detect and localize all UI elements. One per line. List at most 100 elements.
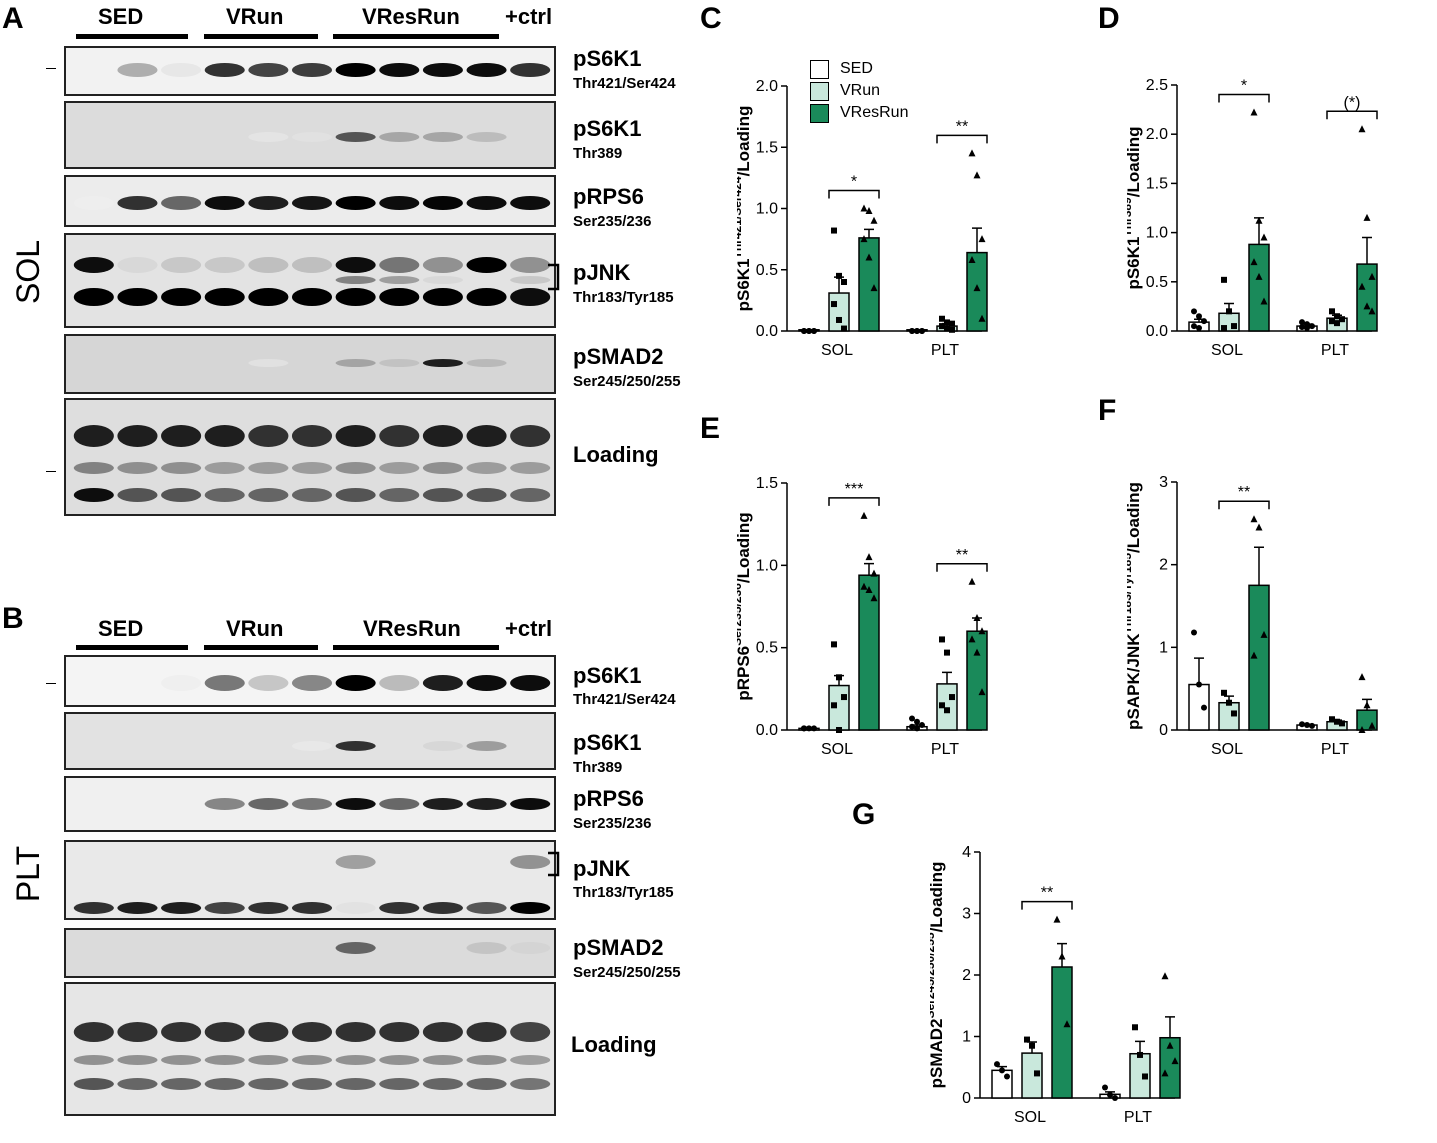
blot-site: Ser245/250/255 [573,373,681,390]
x-tick-label: PLT [1124,1109,1152,1126]
blot-band [466,942,507,954]
data-point [1309,722,1315,729]
data-point [806,725,812,732]
blot-band [466,425,507,447]
significance-bracket [1021,900,1073,910]
data-point [1250,258,1258,266]
blot-image [64,840,556,920]
blot-band [161,196,202,210]
significance-label: ** [956,547,968,564]
data-point [1334,313,1340,320]
marker-tick [46,471,56,472]
blot-band [335,359,376,367]
data-point [949,326,955,333]
data-point [944,325,950,332]
blot-image [64,655,556,707]
y-axis-title: pS6K1Thr389/Loading [1127,126,1143,289]
blot-band [335,425,376,447]
marker-tick [46,683,56,684]
bar-chart-g: 0 1 2 3 4 SOL ** PLT pSMAD2Ser245/250/255/Loadin… [930,844,1181,1126]
data-point [1142,1073,1148,1080]
blot-band [73,1078,114,1090]
blot-band [422,741,463,751]
data-point [1137,1051,1143,1058]
blot-band [117,462,158,474]
data-point [1201,318,1207,325]
blot-band [291,1055,333,1065]
error-bar [1135,1040,1145,1054]
panel-label: E [700,412,721,445]
blot-site: Thr183/Tyr185 [573,289,674,306]
blot-band [422,1022,463,1042]
blot-band [422,462,463,474]
blot-band [379,902,420,914]
blot-band [510,798,551,810]
blot-band [335,741,376,751]
blot-band [335,1078,376,1090]
panel-label: G [852,798,876,831]
blot-band [161,63,202,77]
data-point [1260,233,1268,241]
y-tick-label: 1 [962,1029,971,1046]
blot-band [335,675,376,691]
data-point [1226,699,1232,706]
blot-band [422,1078,463,1090]
data-point [1029,1042,1035,1049]
blot-band [466,1078,507,1090]
marker-tick [46,68,56,69]
blot-band [422,488,463,502]
data-point [1329,318,1335,325]
data-point [1368,721,1376,729]
blot-band [510,462,551,474]
blot-band [379,488,420,502]
y-tick-label: 0.0 [756,722,778,739]
significance-label: * [1241,78,1247,95]
blot-band [248,902,289,914]
blot-band [422,902,463,914]
data-point [944,649,950,656]
blot-band [466,1022,507,1042]
data-point [978,627,986,635]
blot-band [335,1022,376,1042]
blot-band [379,425,420,447]
blot-band [73,425,114,447]
data-point [944,707,950,714]
data-point [1161,972,1169,980]
data-point [939,636,945,643]
significance-label: ** [956,118,968,135]
x-tick-label: SOL [1211,342,1243,359]
blot-site: Ser235/236 [573,213,652,230]
blot-band [161,1078,202,1090]
data-point [968,577,976,585]
data-point [1368,307,1376,315]
data-point [1102,1084,1108,1091]
blot-band [335,902,376,914]
data-point [801,328,807,334]
blot-band [379,276,420,284]
blot-band [291,1022,333,1042]
blot-band [510,488,551,502]
y-axis-title: pRPS6Ser235/236/Loading [737,512,753,700]
data-point [831,227,837,234]
data-point [1304,325,1310,332]
blot-image [64,175,556,227]
blot-name: pRPS6 [573,184,644,209]
data-point [949,320,955,327]
blot-band [466,1055,507,1065]
blot-band [248,1022,289,1042]
significance-bracket [1218,93,1270,103]
blot-band [466,257,507,273]
data-point [1166,1041,1174,1049]
blot-band [335,488,376,502]
blot-band [466,288,507,306]
data-point [1226,308,1232,315]
data-point [1201,704,1207,711]
blot-band [117,257,158,273]
legend-label: VResRun [840,104,909,121]
data-point [1339,316,1345,323]
blot-band [204,257,245,273]
blot-band [204,798,245,810]
blot-band [291,63,333,77]
blot-band [466,741,507,751]
bar-chart-f: 0 1 2 3 SOL ** PLT pSAPK/JNKThr183/Tyr185/Loadi… [1127,474,1378,758]
